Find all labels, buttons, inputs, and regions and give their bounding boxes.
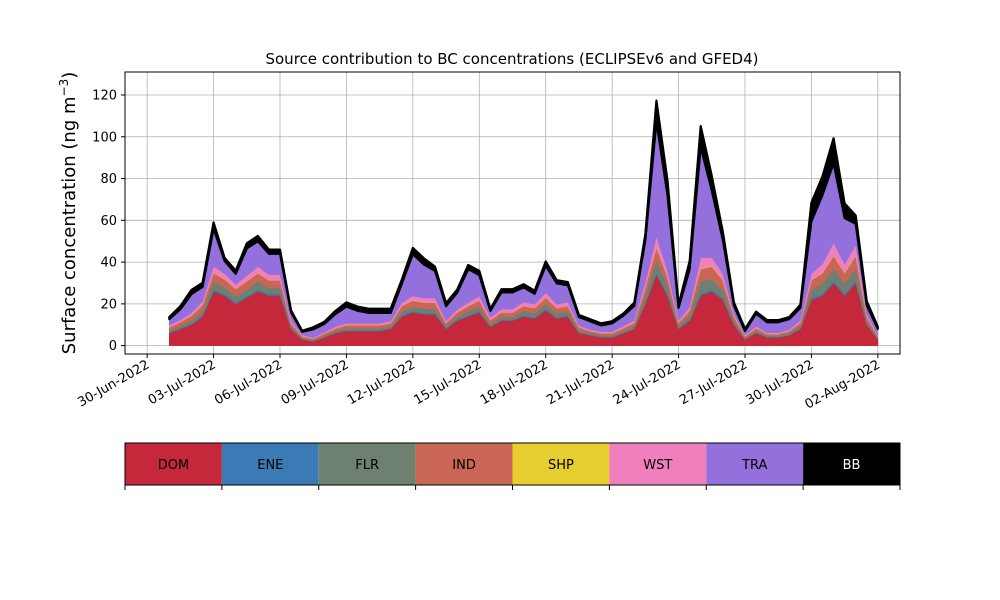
- legend-label-dom: DOM: [158, 458, 189, 473]
- legend-label-flr: FLR: [355, 458, 379, 473]
- plot-frame: [124, 71, 901, 355]
- area-series-bb: [168, 99, 879, 333]
- x-tick-label: 21-Jul-2022: [544, 357, 617, 408]
- x-axis-ticks: 30-Jun-202203-Jul-202206-Jul-202209-Jul-…: [75, 354, 883, 413]
- legend-label-tra: TRA: [741, 458, 767, 473]
- chart-title: Source contribution to BC concentrations…: [265, 50, 758, 68]
- legend-swatch-bb: [803, 443, 900, 485]
- x-tick-label: 03-Jul-2022: [146, 357, 219, 408]
- legend-label-shp: SHP: [548, 458, 574, 473]
- x-tick-label: 02-Aug-2022: [803, 357, 883, 412]
- y-tick-label: 80: [100, 172, 117, 187]
- legend-label-ene: ENE: [257, 458, 283, 473]
- legend-swatch-dom: [125, 443, 222, 485]
- x-tick-label: 18-Jul-2022: [478, 357, 551, 408]
- x-tick-label: 12-Jul-2022: [345, 357, 418, 408]
- x-tick-label: 06-Jul-2022: [212, 357, 285, 408]
- x-tick-label: 30-Jun-2022: [75, 357, 152, 410]
- legend-swatch-shp: [512, 443, 610, 485]
- stacked-areas: [168, 99, 879, 346]
- y-axis-ticks: 0 20 40 60 80 100 120: [92, 88, 125, 354]
- x-tick-label: 09-Jul-2022: [279, 357, 352, 408]
- legend-swatch-ind: [415, 443, 513, 485]
- y-axis-label-superscript: −3: [57, 79, 71, 97]
- x-tick-label: 27-Jul-2022: [677, 357, 750, 408]
- legend-label-bb: BB: [843, 458, 861, 473]
- legend-label-wst: WST: [643, 458, 672, 473]
- y-axis-label-text: Surface concentration (ng m: [59, 96, 80, 354]
- y-tick-label: 100: [92, 130, 117, 145]
- y-tick-label: 20: [100, 297, 117, 312]
- y-axis-label-close: ): [59, 72, 80, 79]
- x-tick-label: 15-Jul-2022: [411, 357, 484, 408]
- y-axis-label: Surface concentration (ng m−3): [57, 72, 80, 355]
- x-tick-label: 24-Jul-2022: [611, 357, 684, 408]
- legend-swatch-wst: [609, 443, 707, 485]
- y-tick-label: 120: [92, 88, 117, 103]
- colorbar-legend: DOM ENE FLR IND SHP WST TRA BB: [124, 442, 901, 490]
- y-tick-label: 0: [109, 339, 117, 354]
- y-tick-label: 40: [100, 256, 117, 271]
- y-tick-label: 60: [100, 214, 117, 229]
- legend-swatch-ene: [221, 443, 319, 485]
- legend-label-ind: IND: [452, 458, 476, 473]
- legend-swatch-tra: [706, 443, 804, 485]
- legend-swatch-flr: [318, 443, 416, 485]
